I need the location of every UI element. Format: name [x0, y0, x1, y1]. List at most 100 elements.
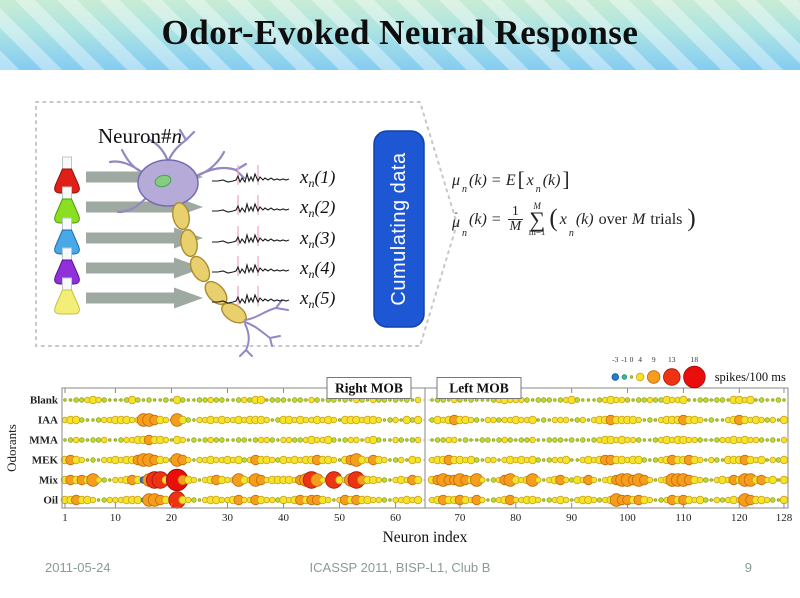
bubble: [586, 398, 591, 402]
bubble: [399, 398, 403, 402]
bubble: [579, 416, 586, 424]
bubble: [697, 476, 704, 484]
bubble: [496, 417, 502, 423]
bubble: [112, 496, 119, 504]
legend-bubble: [629, 375, 634, 379]
bubble: [624, 436, 631, 444]
bubble: [337, 458, 342, 462]
bubble: [709, 478, 713, 482]
bubble: [241, 457, 247, 463]
bubble: [231, 398, 235, 402]
bubble: [414, 396, 422, 404]
bubble: [68, 398, 73, 402]
y-tick-label: IAA: [38, 415, 58, 427]
bubble: [241, 396, 248, 404]
bubble: [375, 476, 382, 484]
bubble: [636, 397, 642, 403]
bubble: [447, 398, 451, 402]
bubble: [185, 456, 192, 464]
bubble: [225, 398, 230, 402]
bubble: [641, 457, 647, 463]
bubble: [285, 436, 293, 444]
legend-unit-label: spikes/100 ms: [715, 370, 786, 384]
bubble: [101, 477, 107, 483]
bubble: [629, 436, 637, 444]
bubble: [113, 398, 118, 402]
bubble: [186, 438, 190, 442]
bubble: [703, 397, 709, 403]
bubble: [770, 497, 776, 503]
bubble: [685, 436, 693, 444]
bubble: [546, 497, 552, 503]
bubble: [697, 456, 704, 464]
bubble: [152, 398, 157, 402]
bubble: [213, 397, 219, 403]
bubble: [779, 415, 789, 425]
bubble: [413, 495, 423, 505]
bubble: [91, 418, 95, 422]
flask-icon: [54, 156, 80, 194]
bubble: [642, 418, 646, 422]
bubble: [720, 418, 725, 422]
bubble: [169, 438, 174, 442]
x-tick-label: 70: [454, 512, 466, 524]
bubble: [302, 416, 310, 424]
bubble: [430, 398, 434, 402]
dendrites: [108, 128, 248, 214]
bubble: [596, 497, 603, 503]
bubble: [575, 438, 579, 442]
bubble: [414, 456, 422, 464]
bubble: [297, 437, 303, 443]
bubble: [325, 496, 332, 504]
bubble: [113, 438, 118, 442]
bubble: [90, 437, 96, 443]
bubble: [697, 397, 703, 403]
bubble: [79, 397, 85, 403]
bubble: [596, 397, 603, 403]
bubble: [398, 456, 405, 464]
bubble: [392, 496, 399, 504]
bubble: [95, 476, 102, 484]
bubble: [570, 458, 574, 462]
bubble: [108, 398, 112, 402]
bubble: [128, 416, 136, 424]
bubble: [586, 438, 591, 442]
bubble: [769, 456, 776, 464]
y-tick-label: MEK: [32, 455, 59, 467]
bubble: [85, 458, 90, 462]
bubble: [158, 398, 162, 402]
bubble: [219, 437, 225, 443]
x-tick-label: 60: [390, 512, 402, 524]
bubble: [618, 396, 626, 404]
bubble: [388, 478, 392, 482]
bubble: [653, 418, 658, 422]
bubble: [458, 438, 462, 442]
bubble: [557, 416, 564, 424]
bubble: [191, 437, 197, 443]
bubble: [479, 437, 485, 443]
bubble: [231, 438, 235, 442]
bubble: [636, 437, 642, 443]
legend-value: 0: [630, 355, 634, 364]
bubble: [218, 496, 226, 504]
bubble: [235, 397, 242, 403]
bubble: [179, 397, 186, 403]
dashed-arrow-border: [35, 101, 459, 347]
bubble: [85, 418, 90, 422]
arrow-shaft: [86, 201, 174, 213]
bubble: [392, 457, 399, 463]
bubble: [219, 397, 225, 403]
neuron-illustration: [108, 128, 289, 357]
bubble: [269, 456, 276, 464]
bubble: [646, 396, 654, 404]
bubble: [79, 417, 85, 423]
bubble: [269, 437, 275, 443]
bubble: [746, 395, 755, 405]
bubble: [590, 476, 598, 484]
spike-trace: [212, 232, 290, 245]
bubble: [399, 418, 403, 422]
bubble: [501, 436, 508, 444]
bubble: [387, 417, 393, 423]
bubble: [360, 438, 364, 442]
